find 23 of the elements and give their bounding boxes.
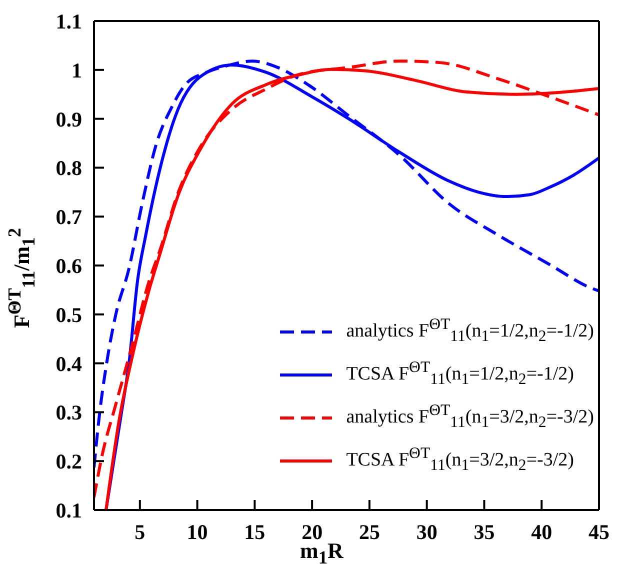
legend-label: TCSA F$^{ΘT}$$_{11}$(n$_{1}$=1/2,n$_{2}$=-1/2) [346, 359, 574, 390]
y-tick-label: 0.2 [56, 450, 82, 474]
x-tick-label: 25 [358, 520, 380, 544]
x-tick-label: 40 [531, 520, 552, 544]
y-tick-label: 1 [72, 58, 82, 82]
legend-label: TCSA F$^{ΘT}$$_{11}$(n$_{1}$=3/2,n$_{2}$=-3/2) [346, 445, 574, 476]
y-tick-label: 0.8 [56, 156, 82, 180]
y-tick-label: 0.7 [56, 205, 82, 230]
y-tick-label: 0.5 [56, 302, 82, 327]
legend-label: analytics F$^{ΘT}$$_{11}$(n$_{1}$=3/2,n$_{2}$=-3/2) [346, 402, 594, 433]
y-tick-label: 0.9 [56, 107, 82, 132]
y-tick-label: 0.6 [56, 254, 82, 278]
legend-label: analytics F$^{ΘT}$$_{11}$(n$_{1}$=1/2,n$_{2}$=-1/2) [346, 316, 594, 347]
y-tick-label: 1.1 [56, 9, 82, 34]
x-tick-label: 10 [186, 520, 208, 544]
y-tick-label: 0.3 [56, 400, 82, 425]
x-tick-label: 5 [134, 520, 146, 544]
y-tick-label: 0.1 [56, 498, 82, 522]
x-tick-label: 45 [588, 520, 610, 544]
y-tick-label: 0.4 [56, 352, 82, 376]
x-tick-label: 30 [416, 520, 438, 544]
x-tick-label: 15 [244, 520, 266, 544]
x-tick-label: 35 [474, 520, 495, 544]
